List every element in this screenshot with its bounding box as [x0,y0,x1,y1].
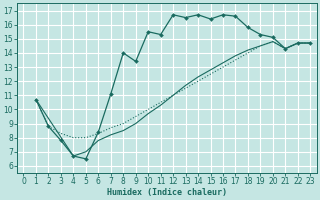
X-axis label: Humidex (Indice chaleur): Humidex (Indice chaleur) [107,188,227,197]
